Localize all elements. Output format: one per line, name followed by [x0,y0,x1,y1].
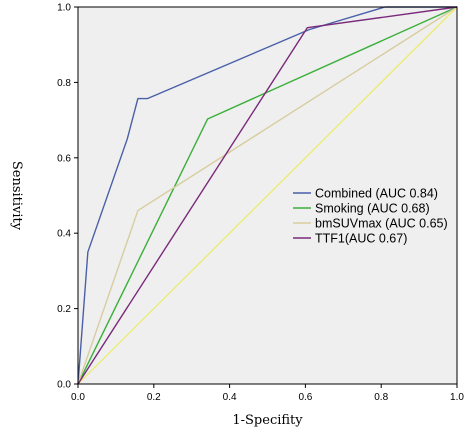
reference-line [77,6,458,385]
legend-label-2: bmSUVmax (AUC 0.65) [315,217,448,231]
series-line-3 [77,6,458,385]
plot-frame [77,6,458,385]
series-line-0 [77,6,457,385]
x-tick-label: 0.2 [147,392,161,403]
legend-label-1: Smoking (AUC 0.68) [315,202,430,216]
y-axis-title: Sensitivity [9,161,24,231]
series-line-1 [77,6,458,385]
legend-label-0: Combined (AUC 0.84) [315,187,438,201]
x-tick-label: 0.6 [298,392,312,403]
legend: Combined (AUC 0.84)Smoking (AUC 0.68)bmS… [293,187,448,246]
y-tick-label: 1.0 [57,3,71,14]
series-line-2 [77,6,458,385]
y-tick-label: 0.8 [57,78,71,89]
legend-label-3: TTF1(AUC 0.67) [315,232,407,246]
y-tick-label: 0.2 [57,304,71,315]
x-tick-label: 0.0 [71,392,85,403]
y-tick-label: 0.4 [57,229,71,240]
y-tick-label: 0.0 [57,380,71,391]
x-tick-label: 1.0 [450,392,464,403]
x-axis-title: 1-Specifity [232,413,303,428]
y-tick-label: 0.6 [57,153,71,164]
x-tick-label: 0.8 [374,392,388,403]
x-tick-label: 0.4 [223,392,237,403]
